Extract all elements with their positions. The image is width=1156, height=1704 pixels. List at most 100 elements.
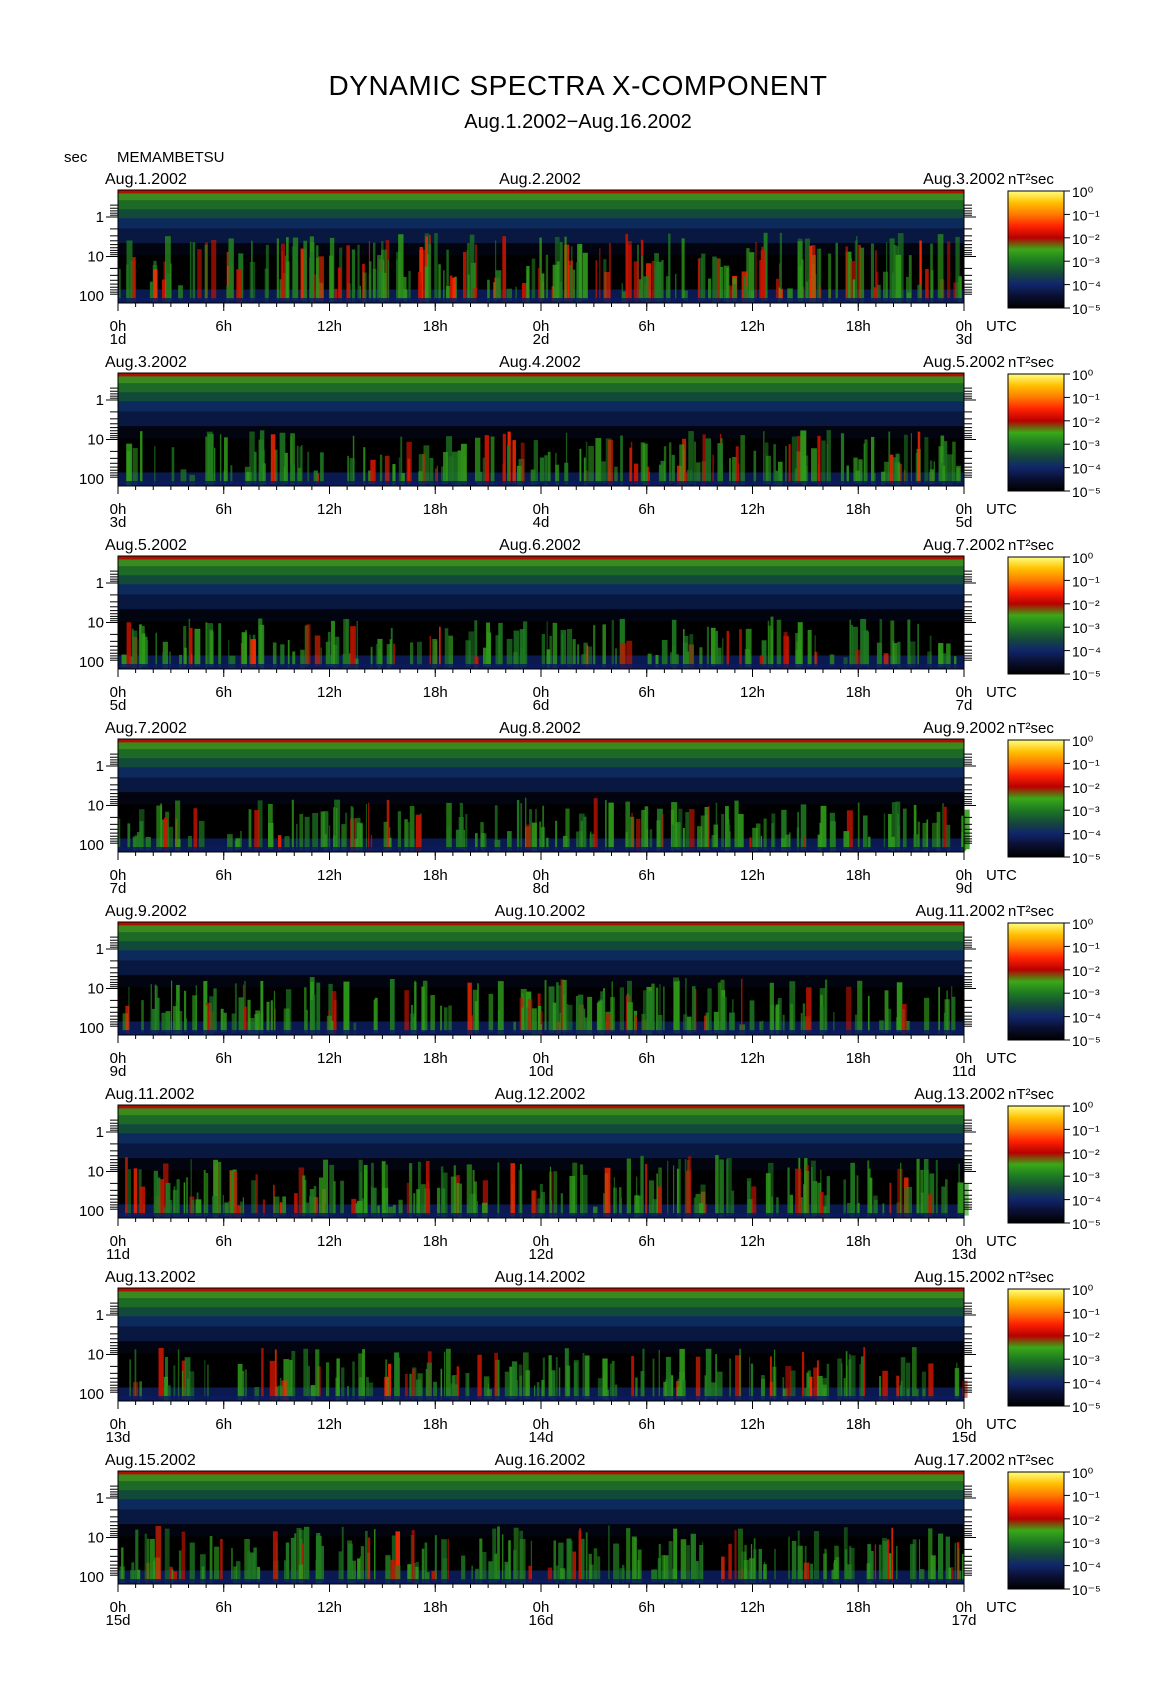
spectrum-streak	[648, 1180, 655, 1215]
spectrum-streak	[254, 810, 260, 851]
spectrum-streak	[804, 238, 811, 302]
spectrum-streak	[874, 1544, 877, 1582]
spectrum-fringe	[118, 481, 964, 486]
spectrum-streak	[504, 1371, 510, 1399]
spectrum-streak	[564, 462, 569, 485]
unit-label: nT²sec	[1008, 537, 1054, 554]
spectrum-streak	[388, 1363, 392, 1400]
spectrum-streak	[446, 249, 449, 303]
spectrum-streak	[946, 643, 951, 669]
spectrum-streak	[205, 622, 208, 669]
spectrum-streak	[599, 248, 601, 302]
spectrum-streak	[803, 1562, 810, 1583]
spectrum-streak	[171, 1569, 174, 1584]
spectrum-streak	[482, 1180, 488, 1217]
spectrum-streak	[583, 816, 587, 849]
spectrum-streak	[173, 1365, 176, 1398]
spectrum-streak	[165, 236, 171, 303]
spectrum-streak	[257, 800, 263, 849]
x-tick-label: 18h	[846, 501, 871, 518]
spectrum-fringe	[118, 847, 964, 852]
spectrum-streak	[139, 624, 142, 669]
spectrum-streak	[711, 1382, 717, 1399]
spectrum-streak	[699, 1203, 704, 1215]
y-tick-label: 1	[96, 1124, 104, 1141]
spectrum-streak	[753, 450, 757, 483]
panel-3: Aug.5.2002 Aug.6.2002 Aug.7.2002 nT²sec 1 10 1…	[79, 537, 1101, 714]
spectrum-streak	[139, 1186, 146, 1216]
spectrum-streak	[755, 823, 761, 849]
spectrum-streak	[884, 461, 889, 484]
spectrum-streak	[516, 465, 523, 486]
spectrum-band	[118, 1509, 964, 1525]
spectrum-streak	[249, 1552, 256, 1581]
y-tick-label: 10	[87, 981, 104, 998]
spectrum-streak	[342, 653, 347, 669]
x-tick-label: 6h	[638, 1233, 655, 1250]
spectrum-streak	[746, 248, 750, 302]
spectrum-streak	[236, 269, 243, 303]
spectrum-streak	[323, 1159, 329, 1217]
date-right: Aug.3.2002	[923, 171, 1005, 188]
spectrum-streak	[882, 271, 889, 302]
spectrum-streak	[673, 1528, 678, 1584]
spectrum-streak	[879, 1020, 884, 1033]
spectrum-streak	[226, 266, 230, 300]
spectrum-streak	[329, 1164, 335, 1215]
spectrum-streak	[891, 1527, 893, 1583]
day-label-right: 11d	[952, 1063, 976, 1080]
x-tick-label: 12h	[740, 1599, 765, 1616]
spectrum-streak	[938, 643, 944, 668]
spectrum-streak	[328, 983, 333, 1032]
spectrum-streak	[480, 822, 484, 849]
spectrum-streak	[347, 455, 349, 486]
spectrum-streak	[281, 250, 283, 300]
spectrum-band	[118, 1133, 964, 1144]
spectrum-streak	[420, 1184, 426, 1215]
spectrum-streak	[333, 807, 335, 852]
spectrum-streak	[230, 1170, 236, 1215]
spectrum-streak	[299, 813, 304, 851]
spectrum-streak	[703, 1015, 708, 1032]
x-tick-label: 0h	[110, 318, 127, 335]
spectrum-streak	[763, 818, 767, 852]
spectrum-streak	[777, 287, 781, 303]
spectrum-streak	[539, 457, 545, 483]
date-right: Aug.5.2002	[923, 354, 1005, 371]
utc-label: UTC	[986, 867, 1017, 884]
spectrum-streak	[671, 824, 674, 852]
spectrum-streak	[228, 640, 230, 669]
spectrum-streak	[900, 1357, 906, 1401]
spectrum-streak	[822, 1206, 827, 1218]
spectrum-streak	[819, 1006, 825, 1035]
spectrum-streak	[395, 1531, 401, 1581]
spectrum-streak	[569, 264, 573, 302]
y-tick-label: 10	[87, 249, 104, 266]
spectrum-streak	[896, 1375, 900, 1399]
spectrum-streak	[702, 434, 706, 486]
spectrum-streak	[820, 805, 827, 849]
y-tick-label: 100	[79, 654, 104, 671]
spectrum-streak	[403, 276, 407, 300]
spectrum-streak	[307, 1365, 310, 1400]
spectrum-streak	[641, 809, 647, 852]
spectrum-streak	[954, 1542, 957, 1583]
spectrum-streak	[178, 1550, 182, 1582]
spectrum-streak	[362, 272, 367, 303]
spectrum-streak	[661, 260, 664, 301]
spectrum-streak	[219, 434, 222, 485]
spectrum-streak	[141, 1000, 144, 1033]
spectrum-streak	[510, 1163, 515, 1217]
spectrum-streak	[398, 457, 401, 484]
x-tick-label: 6h	[215, 318, 232, 335]
spectrum-streak	[749, 1356, 751, 1401]
spectrum-streak	[740, 435, 745, 485]
colorbar-tick-label: 10⁻⁴	[1072, 1376, 1101, 1392]
colorbar	[1007, 373, 1065, 492]
spectrum-streak	[488, 993, 494, 1033]
spectrum-streak	[374, 997, 378, 1033]
spectrum-streak	[467, 1373, 469, 1398]
spectrum-band	[118, 228, 964, 244]
spectrum-streak	[684, 1159, 687, 1218]
spectrum-band	[118, 1524, 964, 1538]
